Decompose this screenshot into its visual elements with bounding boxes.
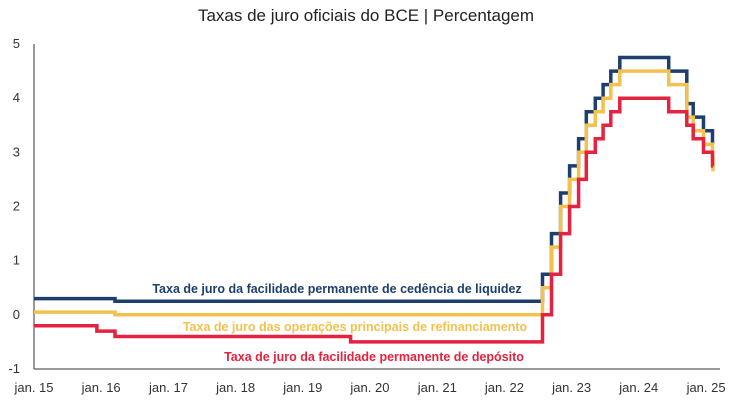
x-axis-ticks: jan. 15 jan. 16 jan. 17 jan. 18 jan. 19 jan. … — [13, 380, 725, 395]
x-tick-label: jan. 19 — [282, 380, 322, 395]
x-tick-label: jan. 21 — [417, 380, 457, 395]
x-tick-label: jan. 22 — [484, 380, 524, 395]
series-line-main-refinancing — [34, 69, 715, 317]
y-tick-label: 2 — [13, 199, 20, 214]
series-label-main-refinancing: Taxa de juro das operações principais de… — [183, 320, 528, 334]
y-tick-label: -1 — [8, 361, 20, 376]
x-tick-label: jan. 23 — [551, 380, 591, 395]
x-tick-label: jan. 24 — [618, 380, 658, 395]
x-tick-label: jan. 17 — [148, 380, 188, 395]
series-label-deposit-facility: Taxa de juro da facilidade permanente de… — [224, 350, 524, 364]
x-tick-label: jan. 20 — [349, 380, 389, 395]
x-tick-label: jan. 25 — [686, 380, 726, 395]
chart-title: Taxas de juro oficiais do BCE | Percenta… — [198, 6, 534, 25]
x-tick-label: jan. 18 — [215, 380, 255, 395]
y-tick-label: 0 — [13, 307, 20, 322]
series-layer — [34, 55, 715, 344]
y-tick-label: 4 — [13, 90, 20, 105]
y-axis-ticks: 5 4 3 2 1 0 -1 — [8, 36, 20, 376]
x-tick-label: jan. 16 — [81, 380, 121, 395]
y-tick-label: 3 — [13, 144, 20, 159]
y-tick-label: 5 — [13, 36, 20, 51]
series-label-marginal-lending: Taxa de juro da facilidade permanente de… — [152, 282, 521, 296]
series-line-deposit-facility — [34, 96, 715, 344]
x-tick-label: jan. 15 — [13, 380, 53, 395]
y-tick-label: 1 — [13, 253, 20, 268]
